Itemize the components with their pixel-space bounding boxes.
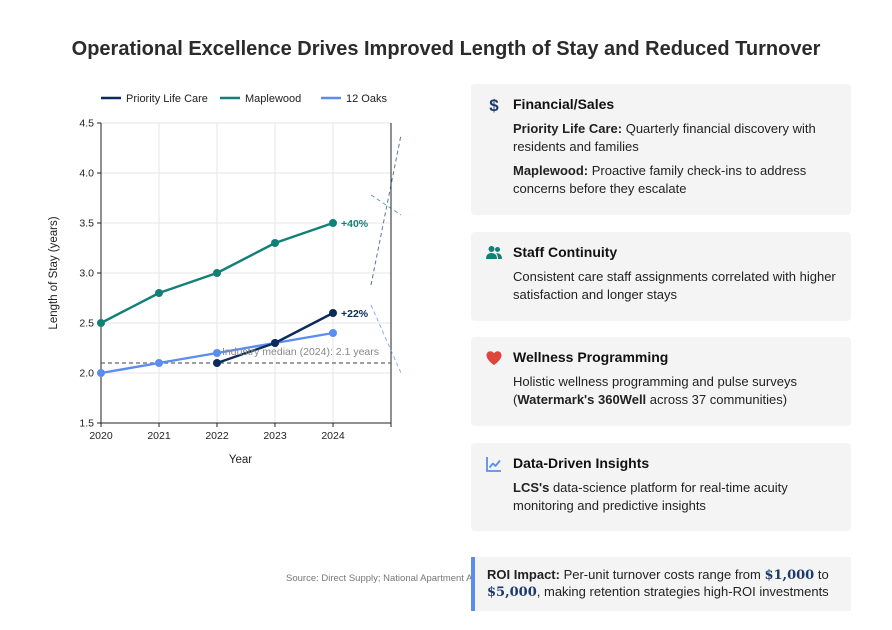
data-point bbox=[329, 309, 337, 317]
source-note: Source: Direct Supply; National Apartmen… bbox=[286, 573, 591, 584]
legend-label: 12 Oaks bbox=[346, 93, 387, 105]
card-text-bold: Watermark's 360Well bbox=[517, 392, 647, 407]
y-tick-label: 3.0 bbox=[79, 268, 94, 280]
card-body: Holistic wellness programming and pulse … bbox=[513, 373, 839, 409]
card-title: Staff Continuity bbox=[513, 244, 618, 260]
dollar-icon: $ bbox=[489, 96, 499, 114]
data-point bbox=[97, 319, 105, 327]
card-staff-continuity: Staff Continuity Consistent care staff a… bbox=[471, 232, 851, 321]
x-tick-label: 2024 bbox=[321, 430, 345, 442]
page-title: Operational Excellence Drives Improved L… bbox=[71, 38, 821, 60]
card-item-bold: Maplewood: bbox=[513, 163, 589, 178]
y-axis-label: Length of Stay (years) bbox=[48, 216, 60, 329]
card-title: Data-Driven Insights bbox=[513, 455, 650, 471]
roi-callout: ROI Impact: Per-unit turnover costs rang… bbox=[471, 557, 851, 611]
card-title: Financial/Sales bbox=[513, 96, 615, 112]
svg-text:$: $ bbox=[489, 96, 499, 114]
roi-text: Per-unit turnover costs range from bbox=[559, 567, 765, 582]
data-point bbox=[97, 369, 105, 377]
x-tick-label: 2022 bbox=[205, 430, 229, 442]
data-point bbox=[329, 329, 337, 337]
overflow-dash bbox=[370, 134, 402, 286]
card-body: Priority Life Care: Quarterly financial … bbox=[513, 120, 839, 204]
card-title: Wellness Programming bbox=[513, 349, 669, 365]
y-tick-label: 2.0 bbox=[79, 368, 94, 380]
roi-max-cost: $5,000 bbox=[487, 585, 537, 600]
data-point bbox=[213, 359, 221, 367]
card-text: across 37 communities) bbox=[646, 392, 788, 407]
legend-label: Priority Life Care bbox=[126, 93, 208, 105]
series-end-label: +40% bbox=[341, 218, 369, 230]
users-icon bbox=[486, 246, 502, 259]
card-text: data-science platform for real-time acui… bbox=[513, 480, 788, 513]
roi-min-cost: $1,000 bbox=[764, 568, 815, 583]
x-tick-label: 2021 bbox=[147, 430, 171, 442]
x-axis-label: Year bbox=[229, 454, 252, 466]
overflow-dash bbox=[370, 304, 402, 374]
data-point bbox=[271, 339, 279, 347]
card-body: LCS's data-science platform for real-tim… bbox=[513, 479, 839, 515]
roi-text: to bbox=[814, 567, 829, 582]
card-text-bold: LCS's bbox=[513, 480, 550, 495]
line-chart: 1.5 2.0 2.5 3.0 3.5 4.0 4.5 2020 2021 2022 2023 202… bbox=[48, 93, 402, 466]
card-financial-sales: $ Financial/Sales Priority Life Care: Qu… bbox=[471, 84, 851, 215]
y-tick-label: 1.5 bbox=[79, 418, 94, 430]
y-tick-label: 4.0 bbox=[79, 168, 94, 180]
card-wellness-programming: Wellness Programming Holistic wellness p… bbox=[471, 337, 851, 426]
data-point bbox=[329, 219, 337, 227]
card-item-text: Proactive family check-ins to address co… bbox=[513, 163, 807, 196]
x-tick-label: 2020 bbox=[89, 430, 113, 442]
data-point bbox=[271, 239, 279, 247]
card-text: Holistic wellness programming and pulse … bbox=[513, 374, 797, 407]
x-tick-label: 2023 bbox=[263, 430, 287, 442]
legend-label: Maplewood bbox=[245, 93, 301, 105]
card-item-text: Quarterly financial discovery with resid… bbox=[513, 121, 816, 154]
y-tick-label: 2.5 bbox=[79, 318, 94, 330]
data-point bbox=[155, 289, 163, 297]
card-text: Consistent care staff assignments correl… bbox=[513, 269, 836, 302]
card-body: Consistent care staff assignments correl… bbox=[513, 268, 839, 304]
roi-text: , making retention strategies high-ROI i… bbox=[536, 584, 829, 599]
heart-icon bbox=[486, 351, 502, 365]
y-tick-label: 4.5 bbox=[79, 118, 94, 130]
data-point bbox=[213, 349, 221, 357]
data-point bbox=[155, 359, 163, 367]
reference-line-label: Industry median (2024): 2.1 years bbox=[222, 346, 379, 358]
series-end-label: +22% bbox=[341, 308, 369, 320]
chart-line-icon bbox=[486, 457, 501, 472]
roi-label: ROI Impact: bbox=[487, 567, 560, 582]
card-item-bold: Priority Life Care: bbox=[513, 121, 623, 136]
card-data-driven-insights: Data-Driven Insights LCS's data-science … bbox=[471, 443, 851, 531]
data-point bbox=[213, 269, 221, 277]
y-tick-label: 3.5 bbox=[79, 218, 94, 230]
overflow-dash bbox=[370, 194, 402, 216]
